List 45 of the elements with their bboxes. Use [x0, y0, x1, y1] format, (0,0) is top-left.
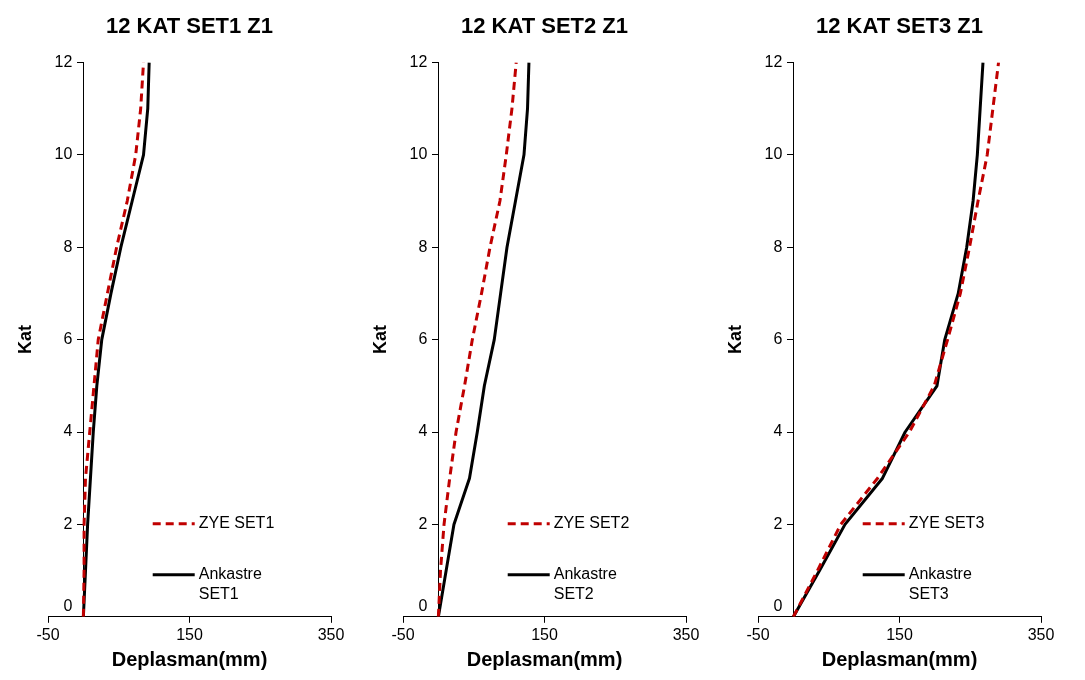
y-tick-label: 0: [63, 597, 73, 615]
y-tick-label: 12: [54, 52, 73, 70]
y-tick-label: 6: [773, 330, 783, 348]
y-tick-label: 8: [418, 237, 428, 255]
y-tick-label: 10: [764, 145, 783, 163]
x-tick-label: 150: [176, 625, 203, 643]
y-tick-label: 4: [63, 422, 73, 440]
legend-label: Ankastre SET1: [198, 565, 262, 603]
x-tick-label: -50: [36, 625, 60, 643]
y-axis-title: Kat: [369, 325, 390, 355]
x-tick-label: -50: [391, 625, 415, 643]
y-tick-label: 4: [773, 422, 783, 440]
y-axis-title: Kat: [14, 325, 35, 355]
y-tick-label: 0: [773, 597, 783, 615]
x-tick-label: 150: [531, 625, 558, 643]
x-tick-label: 150: [886, 625, 913, 643]
y-tick-label: 0: [418, 597, 428, 615]
legend-label: ZYE SET1: [198, 514, 275, 532]
chart-title: 12 KAT SET3 Z1: [815, 13, 984, 39]
y-tick-label: 4: [418, 422, 428, 440]
x-axis-title: Deplasman(mm): [466, 647, 623, 670]
x-tick-label: 350: [1027, 625, 1055, 643]
y-tick-label: 8: [773, 237, 783, 255]
y-tick-label: 6: [418, 330, 428, 348]
x-tick-label: -50: [746, 625, 770, 643]
chart-title: 12 KAT SET1 Z1: [105, 13, 274, 39]
y-tick-label: 10: [54, 145, 73, 163]
y-tick-label: 2: [773, 514, 783, 532]
y-tick-label: 6: [63, 330, 73, 348]
y-tick-label: 12: [409, 52, 428, 70]
x-tick-label: 350: [317, 625, 345, 643]
legend-label: Ankastre SET3: [908, 565, 972, 603]
legend-label: ZYE SET2: [553, 514, 630, 532]
legend-label: ZYE SET3: [908, 514, 985, 532]
y-tick-label: 2: [418, 514, 428, 532]
x-axis-title: Deplasman(mm): [821, 647, 978, 670]
y-axis-title: Kat: [724, 325, 745, 355]
y-tick-label: 12: [764, 52, 783, 70]
y-tick-label: 2: [63, 514, 73, 532]
legend-label: Ankastre SET2: [553, 565, 617, 603]
x-tick-label: 350: [672, 625, 700, 643]
chart-title: 12 KAT SET2 Z1: [460, 13, 629, 39]
y-tick-label: 8: [63, 237, 73, 255]
y-tick-label: 10: [409, 145, 428, 163]
x-axis-title: Deplasman(mm): [111, 647, 268, 670]
